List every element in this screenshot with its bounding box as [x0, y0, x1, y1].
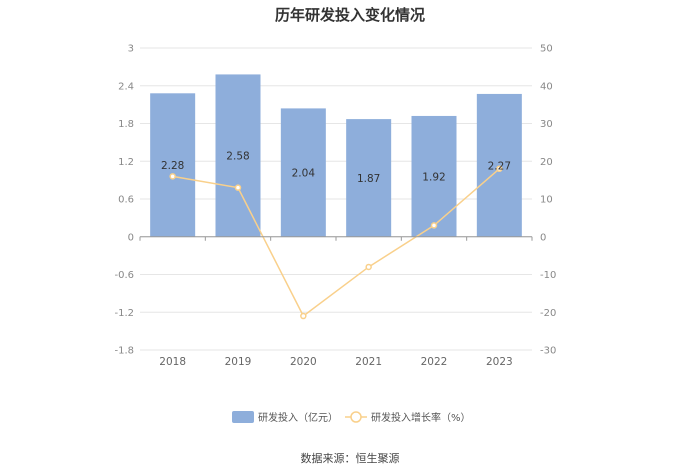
left-axis-tick-label: 0	[128, 232, 134, 243]
legend-bar-swatch	[232, 411, 254, 423]
right-axis-tick-label: 50	[540, 44, 553, 55]
grid-lines	[140, 47, 532, 351]
left-axis-tick-label: 2.4	[118, 81, 134, 92]
left-axis-tick-label: 1.8	[118, 119, 134, 130]
right-axis-ticks: 50 40 30 20 10 0 -10 -20 -30	[540, 44, 556, 357]
legend-bar-label: 研发投入（亿元）	[258, 411, 338, 424]
x-axis-tick-label: 2020	[290, 356, 317, 368]
growth-rate-line	[172, 168, 500, 318]
growth-rate-point	[300, 312, 307, 320]
bar-value-label: 2.27	[488, 160, 511, 172]
right-axis-tick-label: 40	[540, 81, 553, 92]
bar	[280, 108, 326, 237]
x-axis-tick-label: 2023	[486, 356, 513, 368]
left-axis-tick-label: -1.2	[114, 308, 134, 319]
x-axis-tick-label: 2021	[355, 356, 382, 368]
bar	[215, 74, 261, 237]
growth-rate-point	[234, 184, 242, 191]
right-axis-tick-label: -30	[540, 346, 556, 357]
bar-value-label: 2.28	[161, 160, 184, 172]
x-axis-tick-label: 2019	[225, 356, 252, 368]
legend[interactable]: 研发投入（亿元） 研发投入增长率（%）	[232, 411, 471, 424]
x-axis-tick-label: 2018	[159, 356, 186, 368]
bar	[411, 115, 457, 237]
bar	[346, 119, 392, 237]
line-series	[169, 165, 503, 320]
right-axis-tick-label: -20	[540, 308, 556, 319]
right-axis-tick-label: 30	[540, 119, 553, 130]
growth-rate-point	[169, 173, 176, 180]
x-axis: 2018 2019 2020 2021 2022 2023	[139, 236, 533, 368]
bar-label-group: 2.28 2.58 2.04 1.87 1.92 2.27	[161, 151, 511, 185]
bar	[476, 93, 522, 237]
right-axis-tick-label: -10	[540, 270, 556, 281]
data-source: 数据来源：恒生聚源	[301, 451, 400, 465]
bar-value-label: 1.87	[357, 173, 380, 185]
left-axis-tick-label: 3	[128, 44, 134, 55]
right-axis-tick-label: 10	[540, 195, 553, 206]
bar-value-label: 1.92	[422, 171, 445, 183]
growth-rate-point	[430, 222, 438, 229]
bar-series	[150, 74, 522, 237]
left-axis-tick-label: 1.2	[118, 157, 134, 168]
left-axis-tick-label: 0.6	[118, 195, 134, 206]
legend-line-label: 研发投入增长率（%）	[371, 411, 471, 424]
right-axis-tick-label: 0	[540, 232, 546, 243]
x-axis-tick-label: 2022	[421, 356, 448, 368]
left-axis-tick-label: -1.8	[114, 346, 134, 357]
bar-value-label: 2.04	[292, 168, 316, 180]
chart-title: 历年研发投入变化情况	[275, 6, 425, 24]
right-axis-tick-label: 20	[540, 157, 553, 168]
growth-rate-point	[496, 165, 503, 173]
growth-rate-point	[365, 263, 372, 271]
left-axis-ticks: 3 2.4 1.8 1.2 0.6 0 -0.6 -1.2 -1.8	[114, 44, 134, 357]
bar	[150, 93, 196, 237]
bar-value-label: 2.58	[226, 151, 249, 163]
legend-line-marker	[350, 411, 362, 423]
left-axis-tick-label: -0.6	[114, 270, 134, 281]
